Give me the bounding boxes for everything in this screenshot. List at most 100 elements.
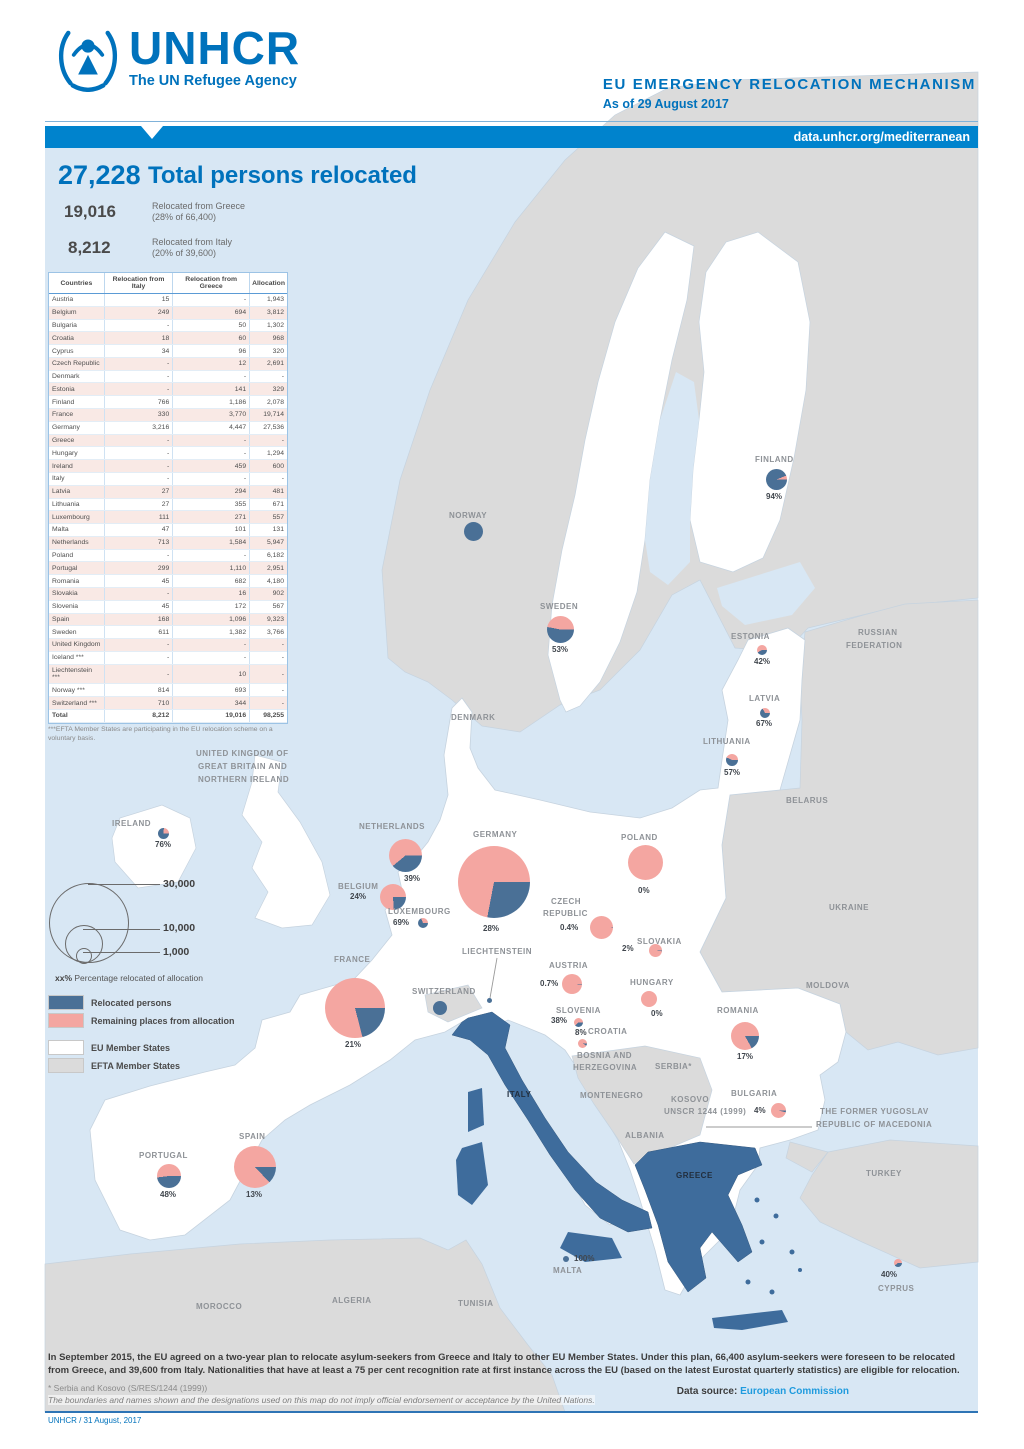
table-row: Iceland *** - - - — [49, 651, 287, 665]
serbia-kosovo-note: * Serbia and Kosovo (S/RES/1244 (1999)) — [48, 1383, 208, 1393]
unhcr-emblem-icon — [59, 30, 117, 92]
country-label-liechtenstein: LIECHTENSTEIN — [462, 947, 533, 956]
legend-swatch-1 — [48, 1013, 84, 1028]
table-row: Greece - - - — [49, 434, 287, 448]
table-row: Norway *** 814 693- — [49, 683, 287, 698]
unhcr-logo: UNHCR The UN Refugee Agency — [55, 22, 300, 92]
pie-romania — [731, 1022, 759, 1050]
land-ireland — [111, 804, 197, 889]
pie-sweden — [546, 615, 574, 643]
pie-pct-cyprus: 40% — [881, 1270, 898, 1279]
table-row: France 330 3,770 19,714 — [49, 408, 287, 422]
table-row: Total 8,212 19,016 98,255 — [49, 709, 287, 723]
country-label-herzegovina: HERZEGOVINA — [573, 1063, 638, 1072]
header-right: EU EMERGENCY RELOCATION MECHANISM As of … — [603, 76, 976, 111]
table-header-2: Relocation from Greece — [172, 273, 251, 294]
pie-pct-belgium: 24% — [350, 892, 367, 901]
pie-portugal — [157, 1164, 181, 1188]
adriatic-sea — [505, 1048, 648, 1228]
pie-pct-estonia: 42% — [754, 657, 771, 666]
pie-pct-luxembourg: 69% — [393, 918, 410, 927]
boundaries-note: The boundaries and names shown and the d… — [48, 1395, 595, 1405]
pie-pct-germany: 28% — [483, 924, 500, 933]
country-label-the-former-yugoslav: THE FORMER YUGOSLAV — [820, 1107, 929, 1116]
table-row: Estonia -141 329 — [49, 382, 287, 397]
table-row: Slovakia -16 902 — [49, 587, 287, 601]
logo-tagline: The UN Refugee Agency — [129, 73, 297, 89]
pie-pct-czech-republic: 0.4% — [560, 923, 579, 932]
table-row: Cyprus 34 96 320 — [49, 344, 287, 358]
pie-pct-france: 21% — [345, 1040, 362, 1049]
legend-item-0: Relocated persons — [48, 995, 235, 1010]
italy-relocated-value: 8,212 — [68, 238, 111, 257]
country-label-serbia-: SERBIA* — [655, 1062, 692, 1071]
legend-size-30000: 30,000 — [163, 878, 196, 890]
legend-size-10000: 10,000 — [163, 922, 196, 934]
country-label-federation: FEDERATION — [846, 641, 903, 650]
country-label-united-kingdom-of: UNITED KINGDOM OF — [196, 749, 289, 758]
footer-paragraph: In September 2015, the EU agreed on a tw… — [48, 1352, 960, 1376]
country-label-lithuania: LITHUANIA — [703, 737, 751, 746]
table-row: Belgium 249 694 3,812 — [49, 306, 287, 320]
country-label-montenegro: MONTENEGRO — [580, 1091, 644, 1100]
legend-circle-1000 — [76, 948, 92, 964]
pie-lithuania — [726, 754, 738, 766]
country-label-algeria: ALGERIA — [332, 1296, 372, 1305]
table-row: Denmark - - - — [49, 370, 287, 384]
table-row: Malta 47 101 131 — [49, 523, 287, 537]
country-label-netherlands: NETHERLANDS — [359, 822, 425, 831]
pie-slovakia — [648, 943, 662, 957]
data-source-link[interactable]: European Commission — [740, 1386, 849, 1397]
legend-note: xx% Percentage relocated of allocation — [55, 973, 203, 983]
country-label-tunisia: TUNISIA — [458, 1299, 494, 1308]
data-portal-link[interactable]: data.unhcr.org/mediterranean — [793, 130, 970, 144]
country-label-albania: ALBANIA — [625, 1131, 665, 1140]
table-row: Bulgaria -50 1,302 — [49, 319, 287, 333]
table-row: Hungary - -1,294 — [49, 446, 287, 461]
pie-ireland — [157, 827, 169, 839]
country-label-sweden: SWEDEN — [540, 602, 579, 611]
country-label-norway: NORWAY — [449, 511, 488, 520]
land-crete — [712, 1310, 788, 1330]
pie-czech-republic — [589, 915, 613, 939]
pie-pct-sweden: 53% — [552, 645, 569, 654]
country-label-morocco: MOROCCO — [196, 1302, 243, 1311]
gulf-of-finland — [717, 562, 815, 625]
land-turkey — [799, 1139, 979, 1269]
country-label-malta: MALTA — [553, 1266, 583, 1275]
table-header-1: Relocation from Italy — [104, 273, 174, 294]
table-row: Spain 168 1,096 9,323 — [49, 613, 287, 627]
table-row: Croatia 18 60 968 — [49, 331, 287, 346]
table-row: Austria 15-1,943 — [49, 293, 287, 307]
country-label-austria: AUSTRIA — [549, 961, 589, 970]
country-label-estonia: ESTONIA — [731, 632, 770, 641]
country-label-moldova: MOLDOVA — [806, 981, 850, 990]
table-row: Sweden 611 1,382 3,766 — [49, 625, 287, 640]
pie-germany — [458, 846, 530, 918]
table-row: United Kingdom - - - — [49, 638, 287, 652]
liechtenstein-leader-line — [489, 957, 498, 999]
country-label-russian: RUSSIAN — [858, 628, 898, 637]
table-row: Ireland -459 600 — [49, 459, 287, 473]
header-rule — [45, 121, 978, 122]
table-row: Slovenia 45 172 567 — [49, 600, 287, 614]
country-label-turkey: TURKEY — [866, 1169, 902, 1178]
table-footnote: ***EFTA Member States are participating … — [48, 726, 273, 742]
relocation-table: Countries Relocation from Italy Relocation… — [48, 272, 288, 724]
table-row: Luxembourg 111 271 557 — [49, 510, 287, 525]
table-row: Liechtenstein *** -10- — [49, 664, 287, 685]
pie-hungary — [641, 991, 657, 1007]
legend-swatch-3 — [48, 1058, 84, 1073]
url-bar: data.unhcr.org/mediterranean — [45, 126, 978, 148]
country-label-republic: REPUBLIC — [543, 909, 588, 918]
pie-poland — [627, 844, 663, 880]
pie-bulgaria — [770, 1102, 786, 1118]
pie-luxembourg — [418, 918, 428, 928]
logo-org-text: UNHCR — [129, 22, 301, 74]
pie-pct-malta: 100% — [574, 1254, 595, 1263]
country-label-bosnia-and: BOSNIA AND — [577, 1051, 633, 1060]
country-label-cyprus: CYPRUS — [878, 1284, 915, 1293]
country-label-great-britain-and: GREAT BRITAIN AND — [198, 762, 288, 771]
pie-croatia — [577, 1038, 587, 1048]
land-sweden — [547, 231, 695, 713]
